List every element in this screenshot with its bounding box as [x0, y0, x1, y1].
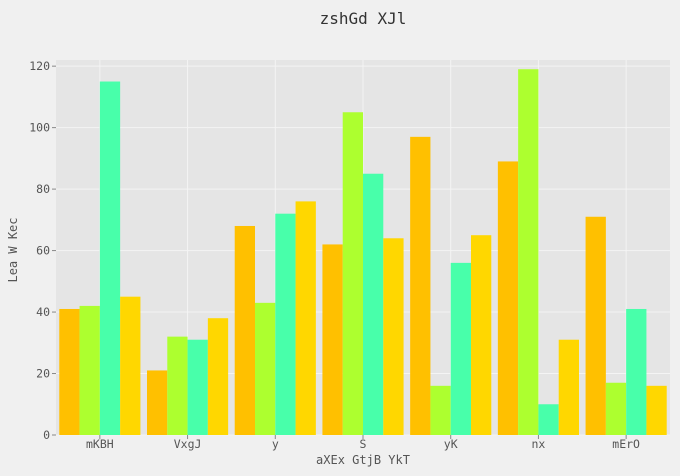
- bar-y-s1: [234, 225, 256, 435]
- bar-mKBH-s2: [79, 305, 100, 435]
- y-tick-label: 0: [43, 428, 50, 442]
- x-tick-label: VxgJ: [174, 437, 202, 451]
- bar-yK-s2: [430, 385, 451, 435]
- bar-VxgJ-s4: [207, 318, 229, 435]
- x-tick-label: S: [360, 437, 367, 451]
- y-tick-label: 80: [36, 182, 50, 196]
- bar-nx-s3: [538, 404, 559, 435]
- bar-mKBH-s4: [120, 296, 141, 435]
- x-tick-label: mKBH: [86, 437, 114, 451]
- bars: [59, 69, 667, 436]
- x-tick-label: yK: [444, 437, 458, 451]
- bar-yK-s4: [470, 235, 492, 435]
- bar-mErO-s2: [605, 382, 627, 435]
- bar-y-s2: [255, 302, 276, 435]
- bar-yK-s1: [410, 136, 431, 435]
- bar-S-s1: [322, 244, 343, 435]
- bar-mKBH-s1: [59, 308, 80, 435]
- bar-mErO-s3: [626, 308, 647, 435]
- y-axis-label: Lea W Kec: [6, 217, 20, 282]
- bar-S-s4: [383, 238, 404, 435]
- bar-VxgJ-s3: [187, 339, 208, 435]
- bar-mErO-s4: [646, 385, 667, 435]
- x-tick-label: y: [272, 437, 279, 451]
- bar-mKBH-s3: [99, 81, 121, 436]
- bar-VxgJ-s2: [167, 336, 188, 435]
- bar-yK-s3: [450, 262, 471, 435]
- bar-y-s4: [295, 201, 316, 435]
- chart-title: zshGd XJl: [320, 9, 407, 28]
- y-tick-label: 100: [29, 121, 50, 135]
- bar-nx-s1: [497, 161, 519, 435]
- y-tick-label: 40: [36, 305, 50, 319]
- bar-S-s3: [363, 173, 384, 436]
- bar-mErO-s1: [585, 216, 606, 435]
- bar-nx-s2: [518, 69, 539, 435]
- y-tick-label: 60: [36, 244, 50, 258]
- y-axis-ticks: 0 20 40 60 80 100 120: [29, 59, 56, 442]
- bar-nx-s4: [558, 339, 579, 435]
- y-tick-label: 20: [36, 367, 50, 381]
- bar-VxgJ-s1: [147, 370, 168, 435]
- y-tick-label: 120: [29, 59, 50, 73]
- bar-y-s3: [275, 213, 296, 435]
- x-axis-label: aXEx GtjB YkT: [316, 453, 410, 467]
- x-tick-label: mErO: [612, 437, 640, 451]
- x-tick-label: nx: [531, 437, 545, 451]
- bar-S-s2: [342, 112, 363, 436]
